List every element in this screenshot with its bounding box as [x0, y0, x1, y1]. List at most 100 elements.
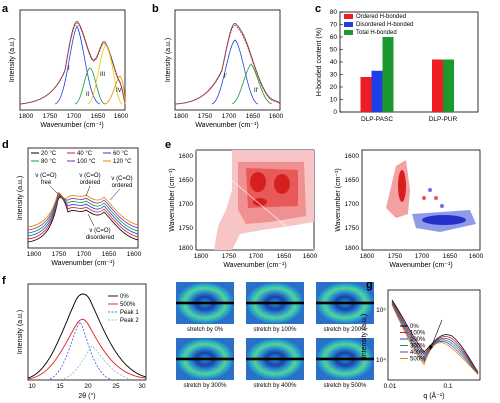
- beamstop-bar: [246, 301, 304, 305]
- saxs-curve-0: [391, 299, 479, 373]
- contour-spot: [428, 188, 432, 192]
- y-axis-label: Wavenumber (cm⁻¹): [335, 168, 342, 231]
- beamstop-bar: [246, 357, 304, 361]
- panel-a: a I II III IV 1800 1750 1700 1650 1600 W…: [2, 3, 129, 129]
- x-tick-label: 1700: [77, 251, 92, 258]
- x-tick-label: 20: [84, 383, 92, 390]
- spectrum-fit: [174, 25, 281, 105]
- x-tick-label: 1650: [277, 253, 292, 260]
- y-tick-label: 60: [330, 34, 338, 41]
- x-axis-label: Wavenumber (cm⁻¹): [389, 262, 452, 269]
- legend-label: 100 °C: [77, 159, 96, 165]
- legend-label: 60 °C: [113, 151, 129, 157]
- x-axis-label: 2θ (°): [78, 392, 95, 400]
- x-tick-label: 1600: [469, 253, 484, 260]
- y-axis-label: Intensity (a.u.): [9, 38, 16, 82]
- contour-peak: [422, 215, 466, 225]
- peak-label: IV: [116, 88, 122, 94]
- legend-label: 80 °C: [41, 159, 57, 165]
- contour-peak: [253, 198, 267, 206]
- y-tick-label: 70: [330, 22, 338, 29]
- legend-label: 40 °C: [77, 151, 93, 157]
- x-tick-label: 1700: [249, 253, 264, 260]
- y-tick-label: 10⁵: [376, 307, 386, 314]
- saxs-curve-5: [391, 304, 479, 375]
- annotation-ordered: ν (C=O): [111, 176, 132, 182]
- y-tick-label: 1600: [345, 153, 360, 160]
- x-tick-label: 30: [138, 383, 146, 390]
- spectrum-5: [27, 192, 139, 228]
- y-tick-label: 10: [330, 97, 338, 104]
- x-tick-label: 1800: [194, 253, 209, 260]
- x-tick-label: 1700: [222, 113, 237, 120]
- y-tick-label: 0: [333, 109, 337, 116]
- curve-500-percent: [27, 318, 147, 380]
- bar-total-h-bonded: [443, 59, 454, 112]
- peak-I-prime-curve: [211, 39, 259, 105]
- y-tick-label: 10⁴: [376, 357, 386, 364]
- legend-label: Disordered H-bonded: [356, 22, 413, 28]
- spectrum-4: [27, 193, 139, 231]
- annotation-ordered: ordered: [112, 183, 133, 189]
- legend-label: 300%: [410, 344, 426, 350]
- curve-0-percent: [27, 293, 147, 379]
- contour-spot: [440, 204, 444, 208]
- y-axis-label: Wavenumber (cm⁻¹): [169, 168, 176, 231]
- contour-peak: [250, 172, 266, 192]
- beamstop-bar: [316, 301, 374, 305]
- y-tick-label: 1600: [179, 153, 194, 160]
- annotation-free: free: [41, 180, 52, 186]
- contour-peak: [274, 174, 290, 194]
- image-caption: stretch by 200%: [323, 327, 367, 333]
- legend-0-percent: 0%: [120, 294, 129, 300]
- y-tick-label: 1650: [179, 177, 194, 184]
- x-axis-label: q (Å⁻¹): [423, 391, 444, 400]
- peak-III-curve: [87, 44, 123, 105]
- x-tick-label: 1600: [127, 251, 142, 258]
- panel-label-a: a: [2, 3, 9, 15]
- y-tick-label: 1650: [345, 177, 360, 184]
- legend-peak-1: Peak 1: [120, 310, 139, 316]
- legend-label: Ordered H-bonded: [356, 14, 406, 20]
- y-tick-label: 1800: [179, 245, 194, 252]
- y-axis-label: H-bonded content (%): [316, 28, 323, 96]
- diagonal-line: [195, 149, 315, 251]
- curve-peak-2: [63, 345, 131, 380]
- legend-swatch: [344, 30, 353, 35]
- peak-I-curve: [54, 25, 101, 105]
- beamstop-bar: [176, 301, 234, 305]
- peak-II-prime-curve: [231, 63, 273, 105]
- x-tick-label: 1750: [52, 251, 67, 258]
- peak-label: I': [224, 74, 227, 80]
- x-tick-label: 1750: [388, 253, 403, 260]
- y-tick-label: 1750: [345, 225, 360, 232]
- x-tick-label: 1800: [27, 251, 42, 258]
- panel-label-g: g: [366, 279, 373, 291]
- saxs-curve-4: [391, 303, 479, 375]
- image-caption: stretch by 100%: [253, 327, 297, 333]
- legend-label: 400%: [410, 350, 426, 356]
- x-tick-label: 1700: [67, 113, 82, 120]
- y-tick-label: 1700: [345, 201, 360, 208]
- y-tick-label: 40: [330, 59, 338, 66]
- x-axis-label: Wavenumber (cm⁻¹): [51, 260, 114, 267]
- x-axis-label: Wavenumber (cm⁻¹): [195, 122, 258, 129]
- plot-frame: [387, 289, 481, 381]
- y-axis-label: Intensity (a.u.): [361, 314, 368, 358]
- annotation-ordered: ordered: [80, 180, 101, 186]
- x-tick-label: 1650: [91, 113, 106, 120]
- legend-label: 100%: [410, 331, 426, 337]
- legend-label: 200%: [410, 337, 426, 343]
- x-tick-label: 1800: [360, 253, 375, 260]
- asynchronous-map: [361, 149, 481, 251]
- y-tick-label: 1700: [179, 201, 194, 208]
- x-tick-label: 1600: [269, 113, 284, 120]
- x-tick-label: 1750: [43, 113, 58, 120]
- annotation-disordered: ν (C=O): [89, 228, 110, 234]
- panel-e: e 1800 1750 1700 1650 1600 1600 1650 170…: [165, 139, 484, 269]
- legend-label: 120 °C: [113, 159, 132, 165]
- spectrum-1: [27, 196, 139, 240]
- annotation-disordered: disordered: [86, 235, 114, 241]
- x-tick-label: 25: [112, 383, 120, 390]
